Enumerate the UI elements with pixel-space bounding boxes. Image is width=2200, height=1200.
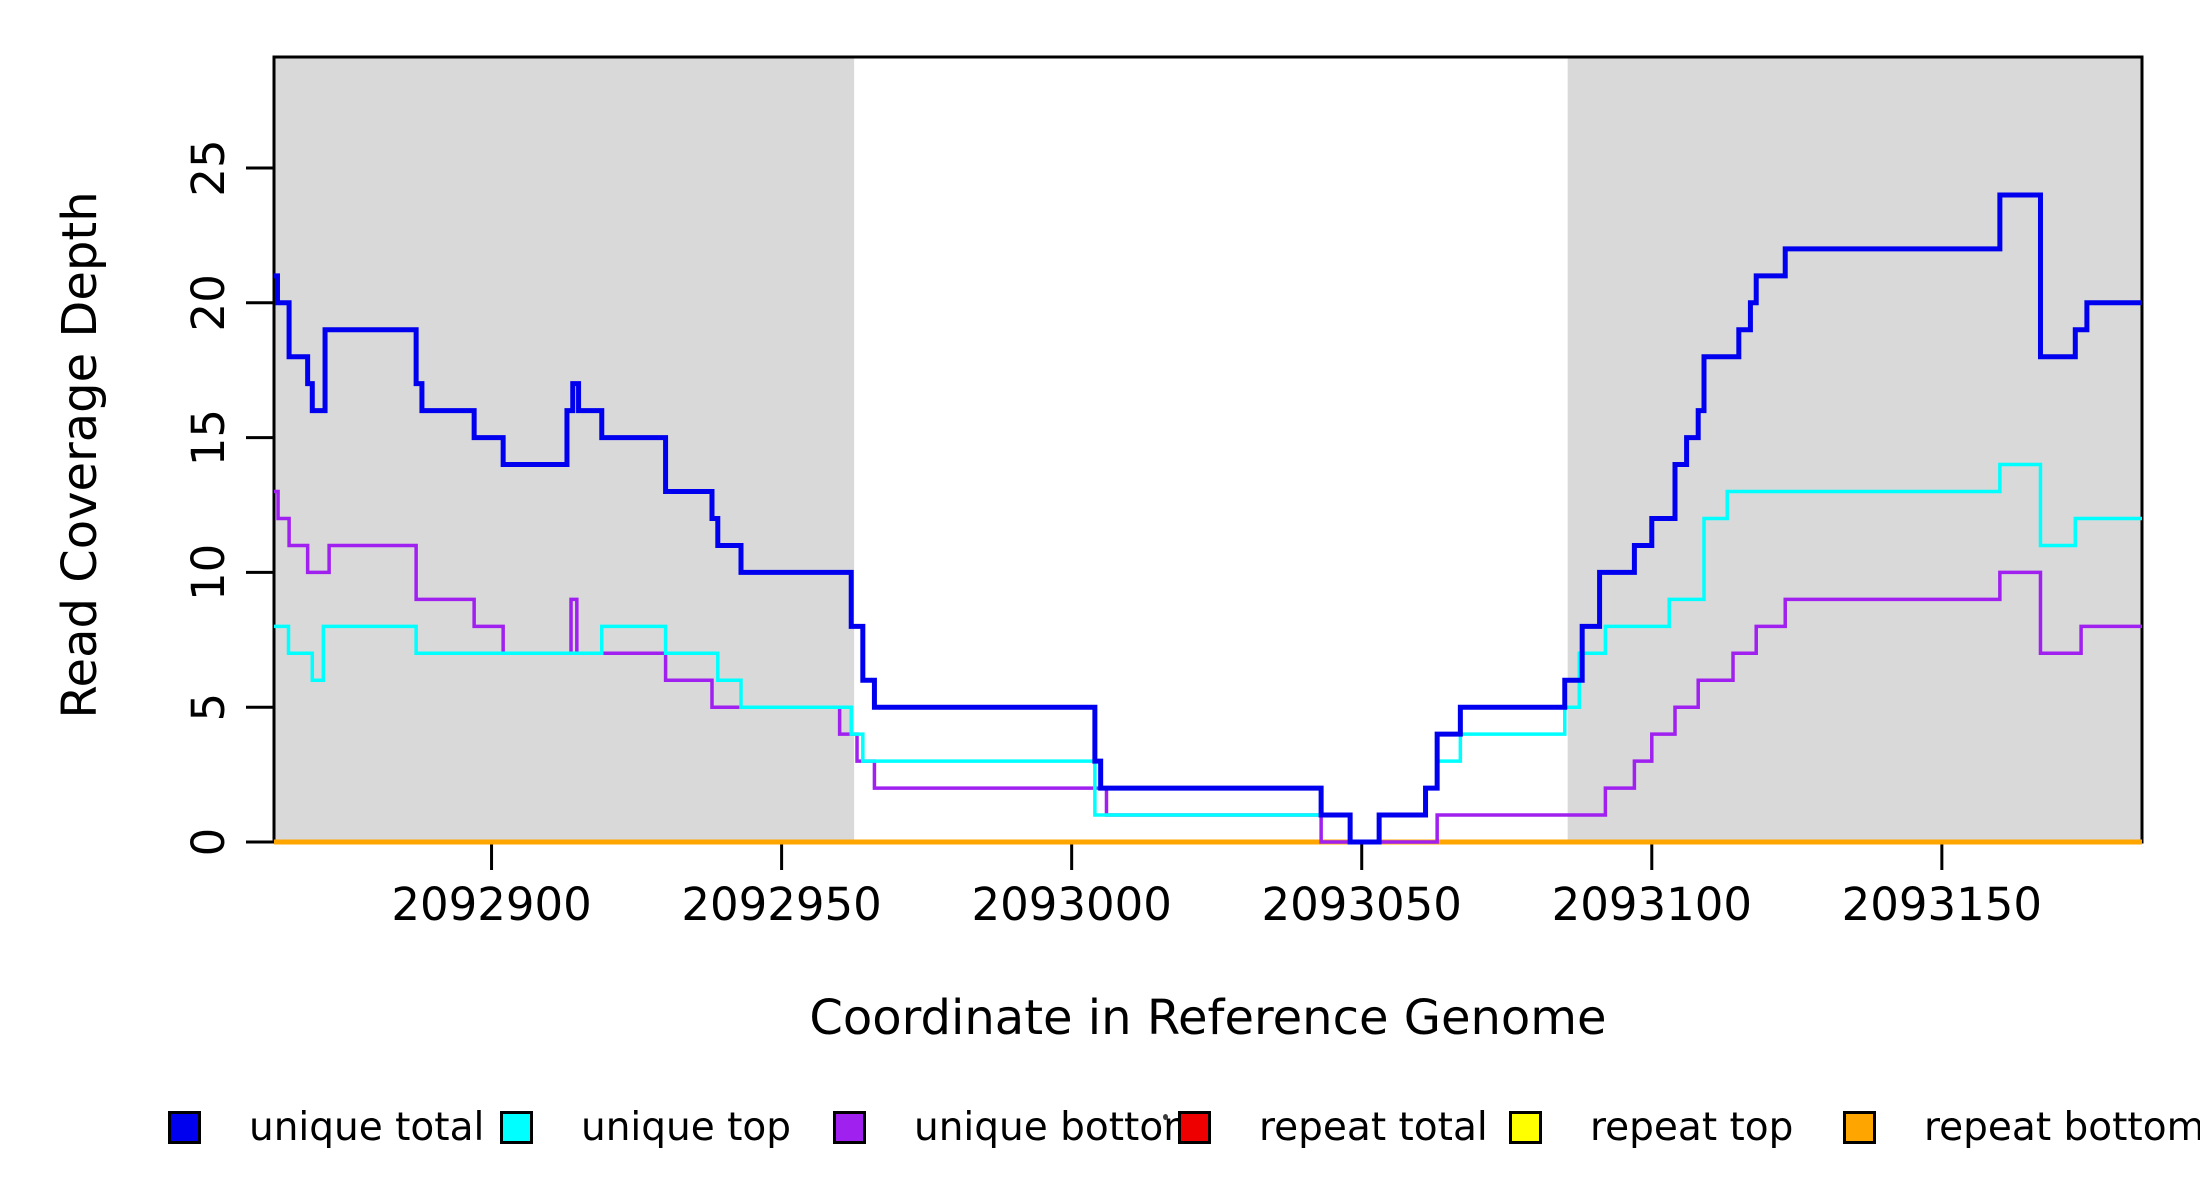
x-tick-label: 2092950 [681, 878, 881, 931]
legend-item-repeat-total: repeat total [1178, 1095, 1488, 1159]
legend-label: repeat bottom [1924, 1104, 2200, 1150]
series-unique-bottom-line [274, 489, 2142, 844]
x-tick-label: 2093100 [1552, 878, 1752, 931]
legend-label: repeat top [1590, 1104, 1794, 1150]
y-tick-label: 5 [182, 693, 235, 722]
legend-swatch-repeat-total [1178, 1110, 1211, 1144]
legend-label: repeat total [1259, 1104, 1488, 1150]
legend-swatch-repeat-bottom [1843, 1110, 1876, 1144]
x-axis-title: Coordinate in Reference Genome [809, 990, 1607, 1046]
legend-swatch-unique-bottom [833, 1110, 866, 1144]
legend-item-unique-bottom: unique bottom [833, 1095, 1201, 1159]
y-tick-label: 20 [182, 274, 235, 331]
y-tick-label: 25 [182, 139, 235, 196]
left-repeat-region [274, 57, 855, 842]
legend-item-unique-top: unique top [500, 1095, 791, 1159]
right-repeat-region [1567, 57, 2142, 842]
legend-swatch-repeat-top [1509, 1110, 1542, 1144]
y-tick-label: 0 [182, 828, 235, 857]
x-tick-label: 2092900 [391, 878, 591, 931]
legend-label: unique total [249, 1104, 485, 1150]
x-tick-label: 2093050 [1262, 878, 1462, 931]
legend-item-unique-total: unique total [168, 1095, 484, 1159]
legend: unique total unique top unique bottom repea… [0, 1095, 2200, 1165]
x-tick-label: 2093150 [1842, 878, 2042, 931]
legend-item-repeat-top: repeat top [1509, 1095, 1793, 1159]
legend-label: unique bottom [914, 1104, 1202, 1150]
x-tick-label: 2093000 [971, 878, 1171, 931]
y-tick-label: 10 [182, 544, 235, 601]
legend-item-repeat-bottom: repeat bottom [1843, 1095, 2200, 1159]
series-unique-total-line [274, 192, 2142, 845]
legend-label: unique top [581, 1104, 792, 1150]
y-tick-label: 15 [182, 409, 235, 466]
stray-dot [1163, 1114, 1168, 1120]
legend-swatch-unique-top [500, 1110, 533, 1144]
y-axis-title: Read Coverage Depth [52, 191, 108, 719]
legend-swatch-unique-total [168, 1110, 201, 1144]
